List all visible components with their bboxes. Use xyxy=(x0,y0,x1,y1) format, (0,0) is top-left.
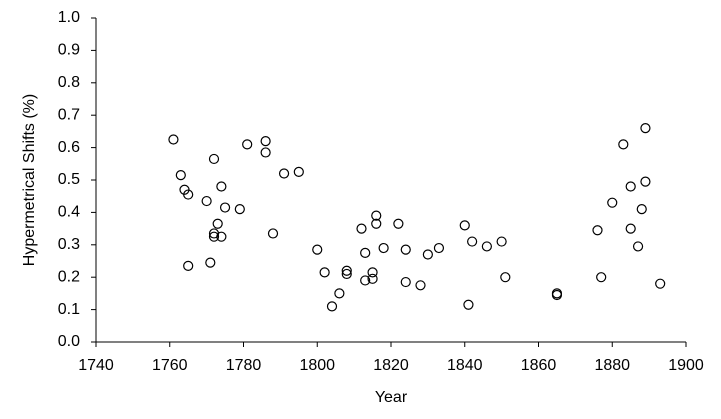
point xyxy=(216,231,227,242)
point xyxy=(422,249,433,260)
point xyxy=(341,268,352,280)
point xyxy=(636,204,647,215)
point xyxy=(326,301,338,312)
y-tick-label: 0.1 xyxy=(58,301,80,318)
x-tick-label: 1880 xyxy=(594,357,630,374)
x-tick-label: 1860 xyxy=(521,357,557,374)
point xyxy=(360,275,371,286)
point xyxy=(481,241,492,252)
point xyxy=(212,218,223,229)
point xyxy=(625,181,636,192)
point xyxy=(400,244,411,255)
point xyxy=(640,123,651,134)
point xyxy=(625,223,636,234)
point xyxy=(219,202,231,213)
point xyxy=(183,189,194,200)
y-tick-label: 1.0 xyxy=(58,9,80,26)
point xyxy=(367,267,378,278)
y-tick-label: 0.5 xyxy=(58,171,80,188)
point xyxy=(205,257,216,268)
point xyxy=(242,139,253,150)
point xyxy=(360,247,371,258)
point xyxy=(175,170,186,181)
point xyxy=(334,288,345,299)
point xyxy=(319,267,330,278)
y-tick-label: 0.3 xyxy=(58,236,80,253)
point xyxy=(208,153,220,165)
point xyxy=(393,218,404,229)
point xyxy=(551,289,563,301)
point xyxy=(463,299,474,310)
point xyxy=(632,241,644,252)
point xyxy=(596,272,607,283)
x-tick-label: 1820 xyxy=(373,357,409,374)
x-tick-label: 1760 xyxy=(152,357,188,374)
point xyxy=(293,166,304,177)
y-tick-label: 0.7 xyxy=(58,106,80,123)
y-axis-label: Hypermetrical Shifts (%) xyxy=(21,94,38,266)
point xyxy=(278,168,290,179)
point xyxy=(312,244,323,255)
point xyxy=(400,276,411,288)
point xyxy=(267,228,279,239)
x-axis-label: Year xyxy=(375,389,408,406)
x-tick-label: 1840 xyxy=(447,357,483,374)
point xyxy=(201,195,212,207)
y-tick-label: 0.8 xyxy=(58,74,80,91)
point xyxy=(234,204,245,215)
x-tick-label: 1740 xyxy=(78,357,114,374)
y-tick-label: 0.2 xyxy=(58,268,80,285)
point xyxy=(367,273,378,284)
point xyxy=(183,260,194,271)
point xyxy=(356,223,367,234)
point xyxy=(260,147,271,158)
point xyxy=(459,220,470,231)
x-tick-label: 1900 xyxy=(668,357,704,374)
point xyxy=(371,210,382,221)
point xyxy=(378,242,389,254)
point xyxy=(607,197,618,208)
point xyxy=(655,278,666,289)
point xyxy=(640,176,651,187)
x-tick-label: 1800 xyxy=(299,357,335,374)
point xyxy=(216,181,227,192)
point xyxy=(433,242,445,254)
point xyxy=(415,280,426,291)
point xyxy=(371,218,382,229)
y-tick-label: 0.9 xyxy=(58,42,80,59)
y-tick-label: 0.6 xyxy=(58,139,80,156)
point xyxy=(341,265,352,276)
point xyxy=(467,236,478,247)
x-tick-label: 1780 xyxy=(226,357,262,374)
point xyxy=(618,139,629,150)
point xyxy=(500,272,511,283)
point xyxy=(496,236,507,247)
point xyxy=(260,136,271,147)
y-tick-label: 0.0 xyxy=(58,333,80,350)
point xyxy=(168,134,179,145)
y-tick-label: 0.4 xyxy=(58,204,80,221)
point xyxy=(208,231,220,242)
point xyxy=(592,225,603,236)
